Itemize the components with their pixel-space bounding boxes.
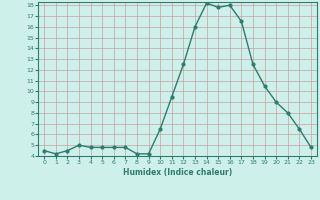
X-axis label: Humidex (Indice chaleur): Humidex (Indice chaleur) — [123, 168, 232, 177]
